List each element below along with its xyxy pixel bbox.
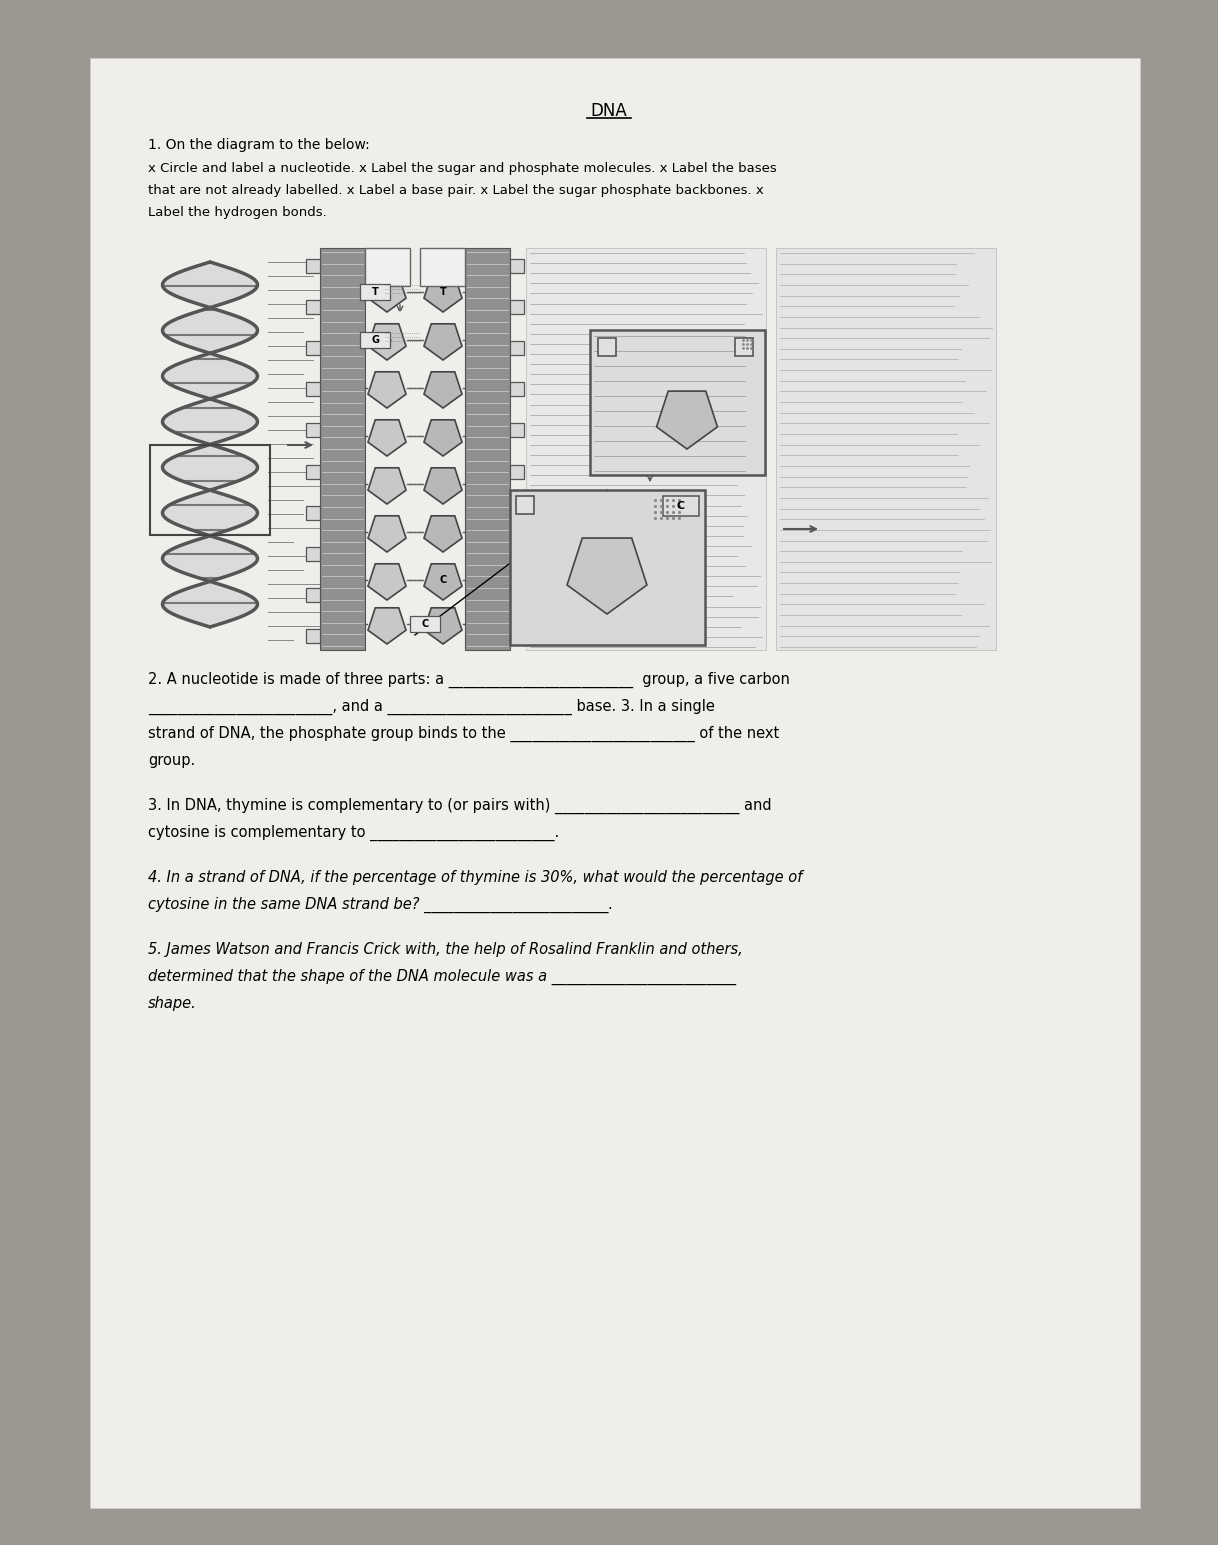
FancyBboxPatch shape xyxy=(90,59,1140,1508)
Bar xyxy=(306,629,320,643)
Bar xyxy=(306,465,320,479)
Bar xyxy=(306,547,320,561)
Text: group.: group. xyxy=(149,752,195,768)
Bar xyxy=(776,249,996,650)
Bar xyxy=(510,505,524,519)
Text: _________________________, and a _________________________ base. 3. In a single: _________________________, and a _______… xyxy=(149,698,715,715)
Text: cytosine is complementary to _________________________.: cytosine is complementary to ___________… xyxy=(149,825,559,840)
Text: x Circle and label a nucleotide. x Label the sugar and phosphate molecules. x La: x Circle and label a nucleotide. x Label… xyxy=(149,162,777,175)
Bar xyxy=(590,331,765,474)
Bar xyxy=(306,341,320,355)
Polygon shape xyxy=(424,564,462,599)
Bar xyxy=(510,341,524,355)
Polygon shape xyxy=(568,538,647,613)
Text: G: G xyxy=(371,335,379,345)
Polygon shape xyxy=(368,516,406,552)
Polygon shape xyxy=(424,516,462,552)
Bar xyxy=(361,284,390,300)
Polygon shape xyxy=(368,564,406,599)
Text: Label the hydrogen bonds.: Label the hydrogen bonds. xyxy=(149,205,326,219)
Text: that are not already labelled. x Label a base pair. x Label the sugar phosphate : that are not already labelled. x Label a… xyxy=(149,184,764,198)
Text: T: T xyxy=(440,287,446,297)
Polygon shape xyxy=(368,468,406,504)
Bar xyxy=(526,249,766,650)
Bar xyxy=(510,589,524,603)
Bar xyxy=(365,249,410,286)
Bar xyxy=(663,496,699,516)
Bar xyxy=(410,616,440,632)
Bar xyxy=(510,300,524,314)
Bar xyxy=(320,249,365,650)
Text: 1. On the diagram to the below:: 1. On the diagram to the below: xyxy=(149,138,370,151)
Text: DNA: DNA xyxy=(591,102,627,121)
Bar xyxy=(510,490,705,644)
Polygon shape xyxy=(368,607,406,644)
Polygon shape xyxy=(424,277,462,312)
Bar xyxy=(510,423,524,437)
Polygon shape xyxy=(368,372,406,408)
Text: C: C xyxy=(421,620,429,629)
Text: 4. In a strand of DNA, if the percentage of thymine is 30%, what would the perce: 4. In a strand of DNA, if the percentage… xyxy=(149,870,803,885)
Polygon shape xyxy=(424,468,462,504)
Polygon shape xyxy=(368,324,406,360)
Bar xyxy=(306,260,320,273)
Bar xyxy=(465,249,510,650)
Polygon shape xyxy=(657,391,717,450)
Bar xyxy=(306,423,320,437)
Bar xyxy=(510,382,524,397)
Polygon shape xyxy=(424,607,462,644)
Bar xyxy=(361,332,390,348)
Bar xyxy=(516,496,533,514)
Polygon shape xyxy=(368,277,406,312)
Bar xyxy=(150,445,270,535)
Polygon shape xyxy=(424,372,462,408)
Polygon shape xyxy=(368,420,406,456)
Bar xyxy=(510,260,524,273)
Text: shape.: shape. xyxy=(149,997,197,1010)
Bar xyxy=(306,589,320,603)
Text: strand of DNA, the phosphate group binds to the _________________________ of the: strand of DNA, the phosphate group binds… xyxy=(149,726,780,742)
Text: G: G xyxy=(382,335,391,345)
Polygon shape xyxy=(424,420,462,456)
Text: determined that the shape of the DNA molecule was a _________________________: determined that the shape of the DNA mol… xyxy=(149,969,736,986)
Bar xyxy=(306,382,320,397)
Bar xyxy=(306,300,320,314)
Text: 5. James Watson and Francis Crick with, the help of Rosalind Franklin and others: 5. James Watson and Francis Crick with, … xyxy=(149,942,743,956)
Bar xyxy=(420,249,465,286)
Text: 3. In DNA, thymine is complementary to (or pairs with) _________________________: 3. In DNA, thymine is complementary to (… xyxy=(149,799,772,814)
Bar xyxy=(510,465,524,479)
Bar xyxy=(598,338,616,355)
Bar xyxy=(510,547,524,561)
Bar xyxy=(306,505,320,519)
Text: C: C xyxy=(440,575,447,586)
Polygon shape xyxy=(424,324,462,360)
Bar xyxy=(510,629,524,643)
Text: T: T xyxy=(371,287,379,297)
Text: 2. A nucleotide is made of three parts: a _________________________  group, a fi: 2. A nucleotide is made of three parts: … xyxy=(149,672,790,688)
Text: cytosine in the same DNA strand be? _________________________.: cytosine in the same DNA strand be? ____… xyxy=(149,898,613,913)
Bar xyxy=(734,338,753,355)
Text: C: C xyxy=(677,501,685,511)
